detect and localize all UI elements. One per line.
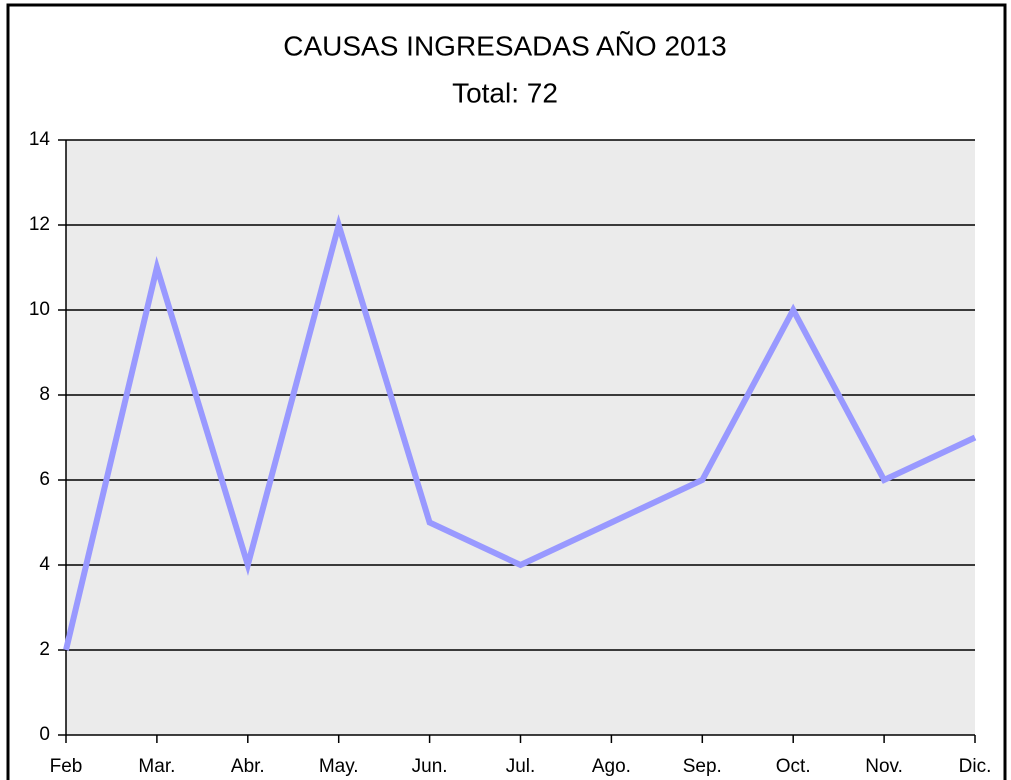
chart-title: CAUSAS INGRESADAS AÑO 2013	[283, 30, 727, 61]
x-tick-label: Nov.	[865, 756, 903, 777]
y-tick-label: 8	[39, 384, 50, 405]
x-tick-label: Sep.	[683, 756, 722, 777]
y-tick-label: 0	[39, 724, 50, 745]
x-tick-label: Mar.	[138, 756, 175, 777]
data-line	[63, 214, 977, 651]
x-tick-label: May.	[319, 756, 359, 777]
y-tick-label: 14	[29, 129, 51, 150]
x-tick-label: Abr.	[231, 756, 265, 777]
y-tick-label: 2	[39, 639, 50, 660]
x-tick-label: Oct.	[776, 756, 811, 777]
chart-subtitle: Total: 72	[452, 77, 558, 108]
x-tick-label: Dic.	[959, 756, 992, 777]
plot-area	[66, 140, 975, 735]
x-tick-label: Jul.	[506, 756, 536, 777]
x-tick-label: Jun.	[412, 756, 448, 777]
y-tick-label: 4	[39, 554, 50, 575]
y-tick-label: 6	[39, 469, 50, 490]
x-tick-label: Ago.	[592, 756, 631, 777]
y-tick-label: 12	[29, 214, 50, 235]
x-tick-label: Feb	[50, 756, 83, 777]
y-tick-label: 10	[29, 299, 50, 320]
